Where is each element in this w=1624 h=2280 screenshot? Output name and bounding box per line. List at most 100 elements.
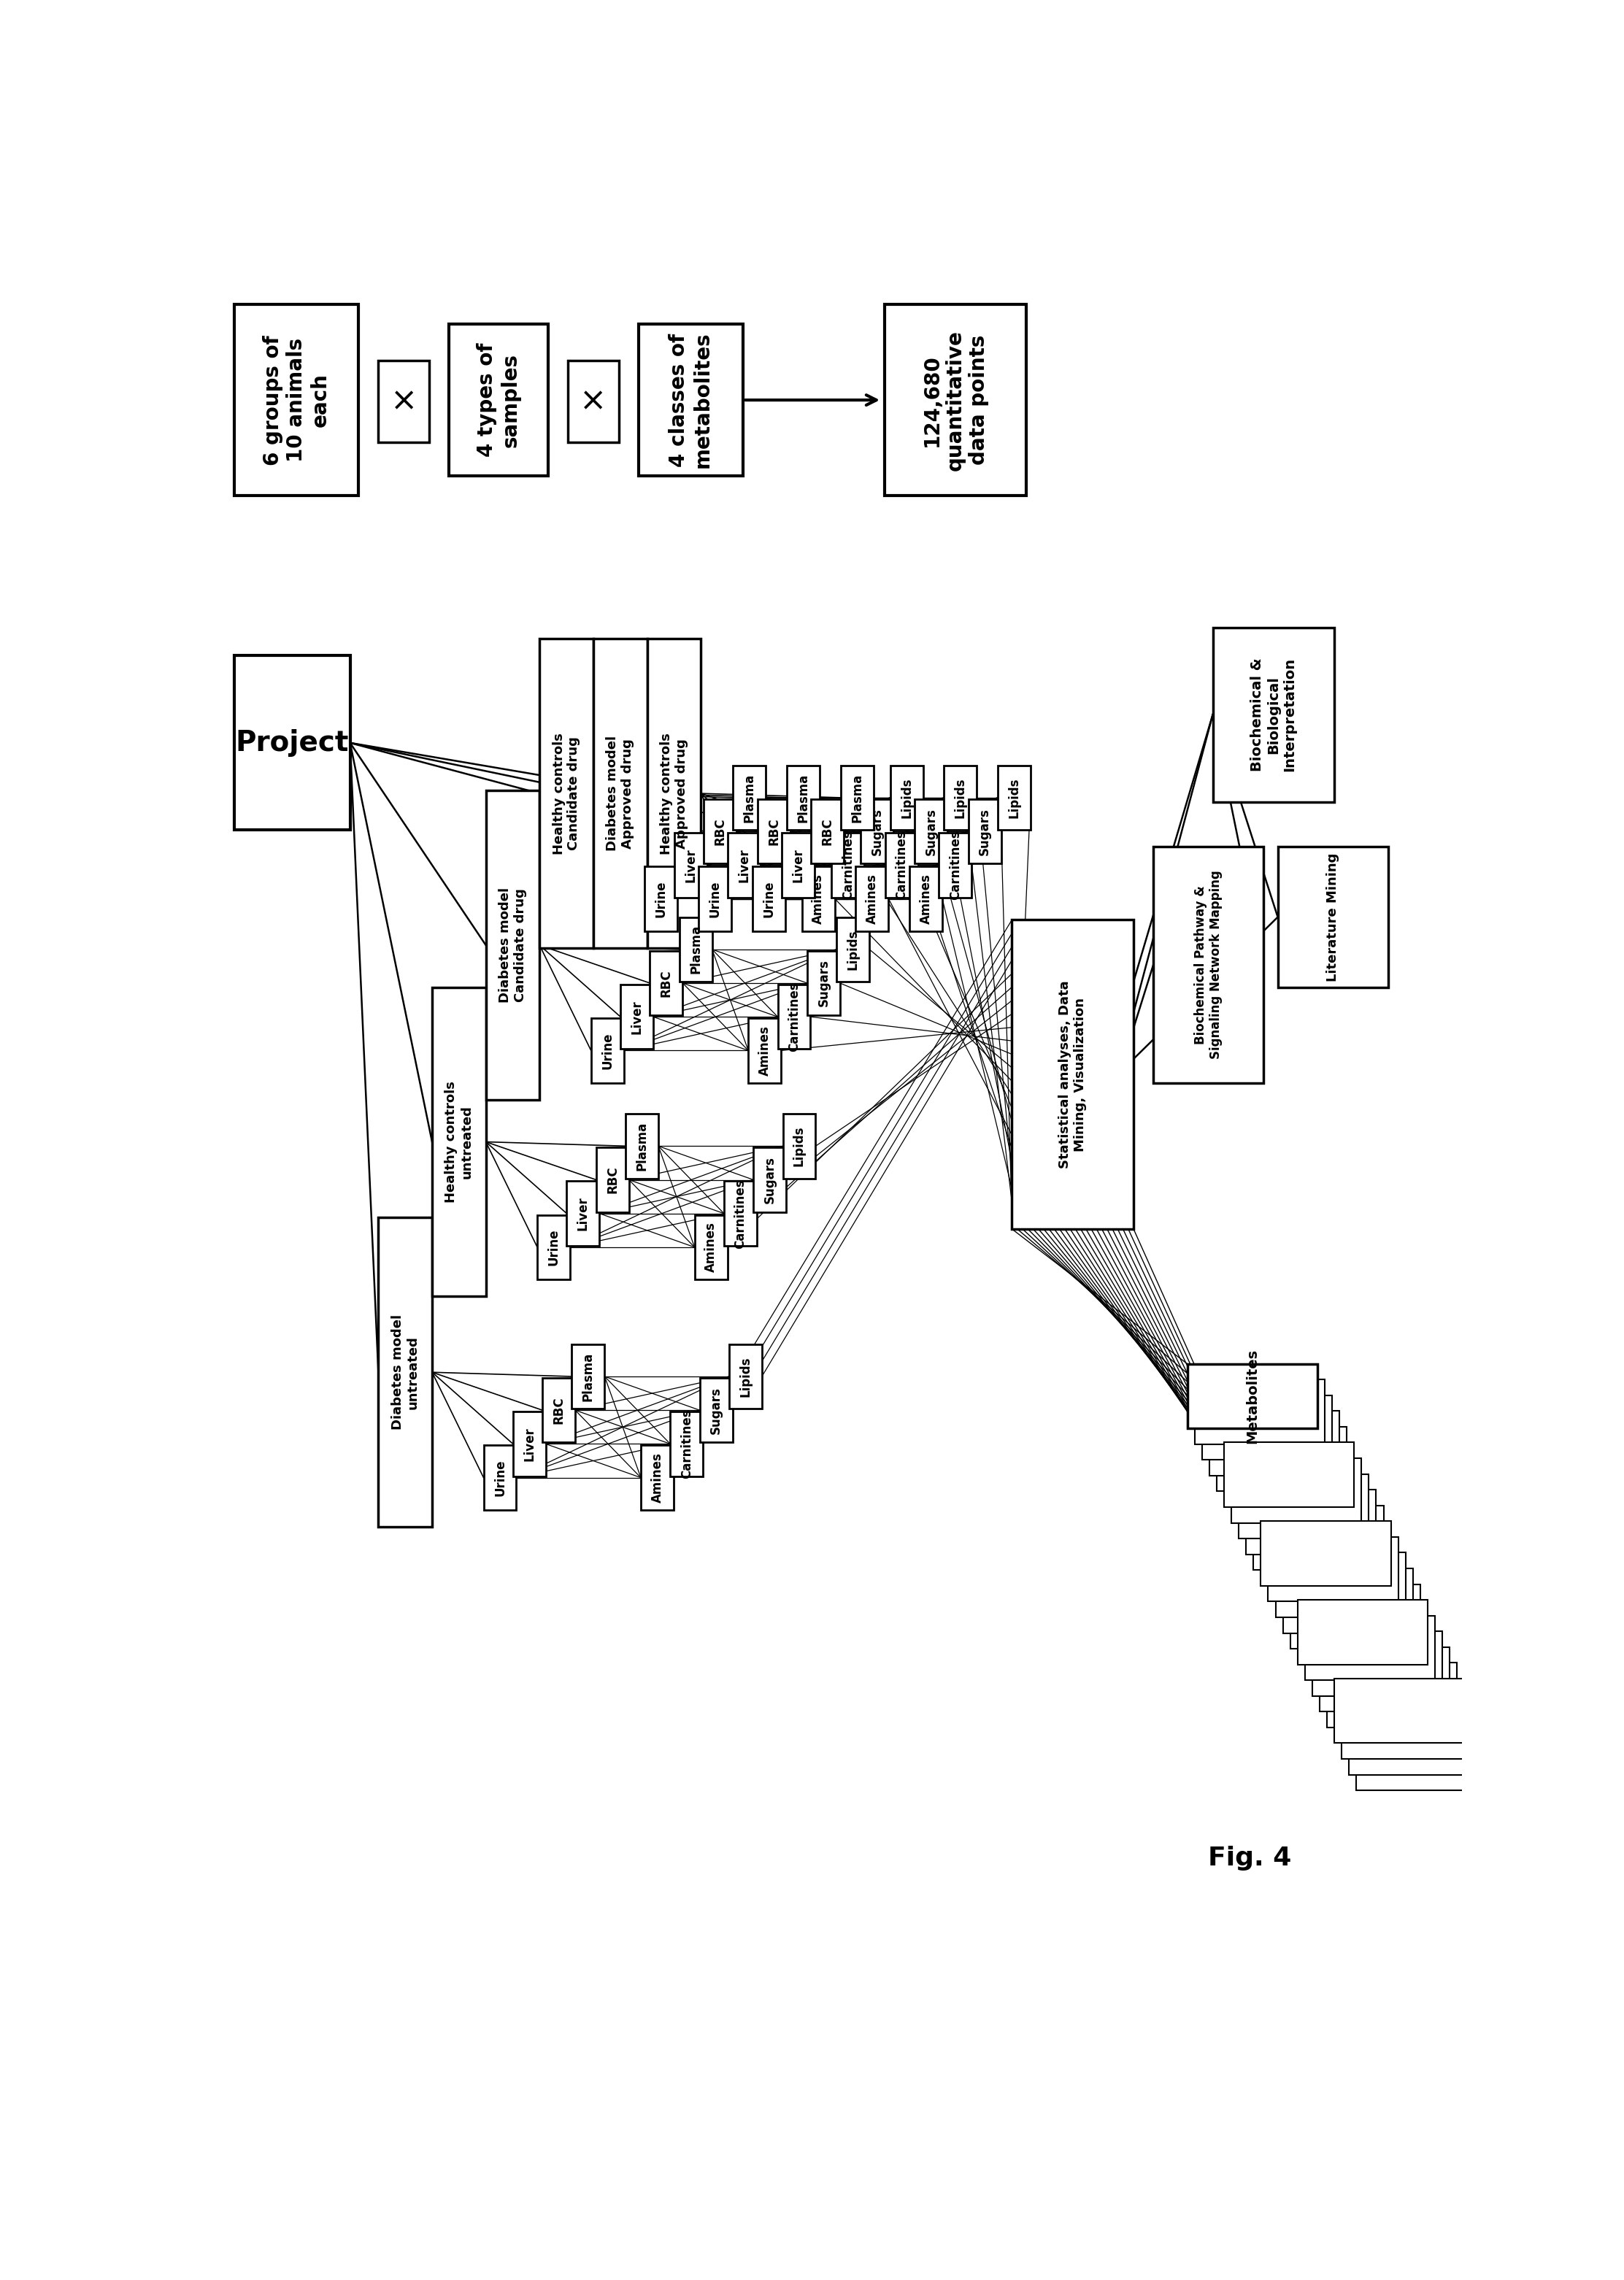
Text: Biochemical Pathway &
Signaling Network Mapping: Biochemical Pathway & Signaling Network … <box>1194 871 1223 1060</box>
Bar <box>646 638 702 948</box>
Text: Urine: Urine <box>547 1229 560 1265</box>
Bar <box>700 1377 732 1443</box>
Bar <box>909 866 942 930</box>
Text: Carnitines: Carnitines <box>788 983 801 1051</box>
Bar <box>997 766 1031 830</box>
Text: Liver: Liver <box>791 848 804 882</box>
Bar <box>1202 1395 1332 1459</box>
Text: 6 groups of
10 animals
each: 6 groups of 10 animals each <box>263 335 330 465</box>
Bar <box>1254 1505 1384 1571</box>
Bar <box>861 798 893 864</box>
Bar <box>781 832 815 898</box>
Text: Plasma: Plasma <box>689 926 702 974</box>
Bar <box>1224 1443 1354 1507</box>
Bar <box>486 791 539 1099</box>
Text: Carnitines: Carnitines <box>734 1179 747 1249</box>
Text: Plasma: Plasma <box>581 1352 594 1400</box>
Bar <box>1268 1537 1398 1601</box>
Bar <box>645 866 677 930</box>
Bar <box>234 306 359 495</box>
Text: Urine: Urine <box>708 880 721 917</box>
Text: Literature Mining: Literature Mining <box>1327 853 1340 980</box>
Text: Carnitines: Carnitines <box>948 830 961 901</box>
Text: Statistical analyses, Data
Mining, Visualization: Statistical analyses, Data Mining, Visua… <box>1059 980 1086 1167</box>
Bar <box>1153 846 1263 1083</box>
Bar <box>786 766 820 830</box>
Bar <box>695 1215 728 1279</box>
Bar <box>841 766 874 830</box>
Bar <box>572 1345 604 1409</box>
Text: RBC: RBC <box>713 819 726 846</box>
Bar <box>567 1181 599 1245</box>
Bar <box>783 1113 815 1179</box>
Text: Sugars: Sugars <box>763 1156 776 1204</box>
Bar <box>620 985 653 1049</box>
Text: RBC: RBC <box>659 969 672 996</box>
Text: Amines: Amines <box>866 873 879 923</box>
Bar <box>856 866 888 930</box>
Text: 4 classes of
metabolites: 4 classes of metabolites <box>669 333 713 467</box>
Bar <box>1298 1601 1427 1664</box>
Text: ×: × <box>390 385 417 417</box>
Text: Urine: Urine <box>762 880 775 917</box>
Text: Lipids: Lipids <box>793 1126 806 1167</box>
Bar <box>885 832 918 898</box>
Bar <box>593 638 646 948</box>
Text: Metabolites: Metabolites <box>1246 1350 1259 1443</box>
Bar <box>1283 1569 1413 1632</box>
Text: RBC: RBC <box>820 819 835 846</box>
Text: RBC: RBC <box>606 1165 619 1192</box>
Bar <box>1239 1473 1369 1539</box>
Text: Amines: Amines <box>705 1222 718 1272</box>
Text: Sugars: Sugars <box>870 807 883 855</box>
Bar <box>810 798 844 864</box>
Text: RBC: RBC <box>767 819 780 846</box>
Bar <box>596 1147 628 1213</box>
Bar <box>542 1377 575 1443</box>
Text: Plasma: Plasma <box>742 773 757 823</box>
Bar <box>538 1215 570 1279</box>
Text: Amines: Amines <box>651 1452 664 1503</box>
Bar <box>968 798 1000 864</box>
Text: Liver: Liver <box>523 1427 536 1461</box>
Bar <box>671 1411 703 1475</box>
Bar <box>754 1147 786 1213</box>
Text: Plasma: Plasma <box>851 773 864 823</box>
Bar <box>944 766 976 830</box>
Bar <box>679 917 711 983</box>
Text: Sugars: Sugars <box>978 807 991 855</box>
Bar <box>729 1345 762 1409</box>
Text: Urine: Urine <box>654 880 667 917</box>
Text: Carnitines: Carnitines <box>841 830 854 901</box>
Text: RBC: RBC <box>552 1395 565 1425</box>
Bar <box>378 1218 432 1528</box>
Bar <box>1216 1427 1346 1491</box>
Bar <box>1187 1363 1317 1430</box>
Bar <box>749 1019 781 1083</box>
Bar <box>885 306 1026 495</box>
Bar <box>1350 1710 1479 1774</box>
Bar <box>674 832 706 898</box>
Text: Sugars: Sugars <box>710 1386 723 1434</box>
Bar <box>802 866 835 930</box>
Bar <box>698 866 731 930</box>
Text: Fig. 4: Fig. 4 <box>1208 1847 1291 1872</box>
Text: ×: × <box>580 385 607 417</box>
Bar <box>1260 1521 1390 1587</box>
Bar <box>914 798 947 864</box>
Text: Amines: Amines <box>919 873 932 923</box>
Text: Carnitines: Carnitines <box>680 1409 693 1480</box>
Text: Project: Project <box>235 730 349 757</box>
Bar <box>1195 1379 1325 1443</box>
Text: Lipids: Lipids <box>953 777 966 819</box>
Text: 4 types of
samples: 4 types of samples <box>476 342 521 458</box>
Text: Lipids: Lipids <box>846 930 859 969</box>
Bar <box>890 766 922 830</box>
Bar <box>650 951 682 1015</box>
Bar <box>1312 1630 1442 1696</box>
Text: Healthy controls
Approved drug: Healthy controls Approved drug <box>659 732 689 855</box>
Bar <box>1275 1553 1406 1617</box>
Bar <box>1320 1646 1450 1712</box>
Bar <box>641 1446 674 1509</box>
Text: Lipids: Lipids <box>739 1357 752 1398</box>
